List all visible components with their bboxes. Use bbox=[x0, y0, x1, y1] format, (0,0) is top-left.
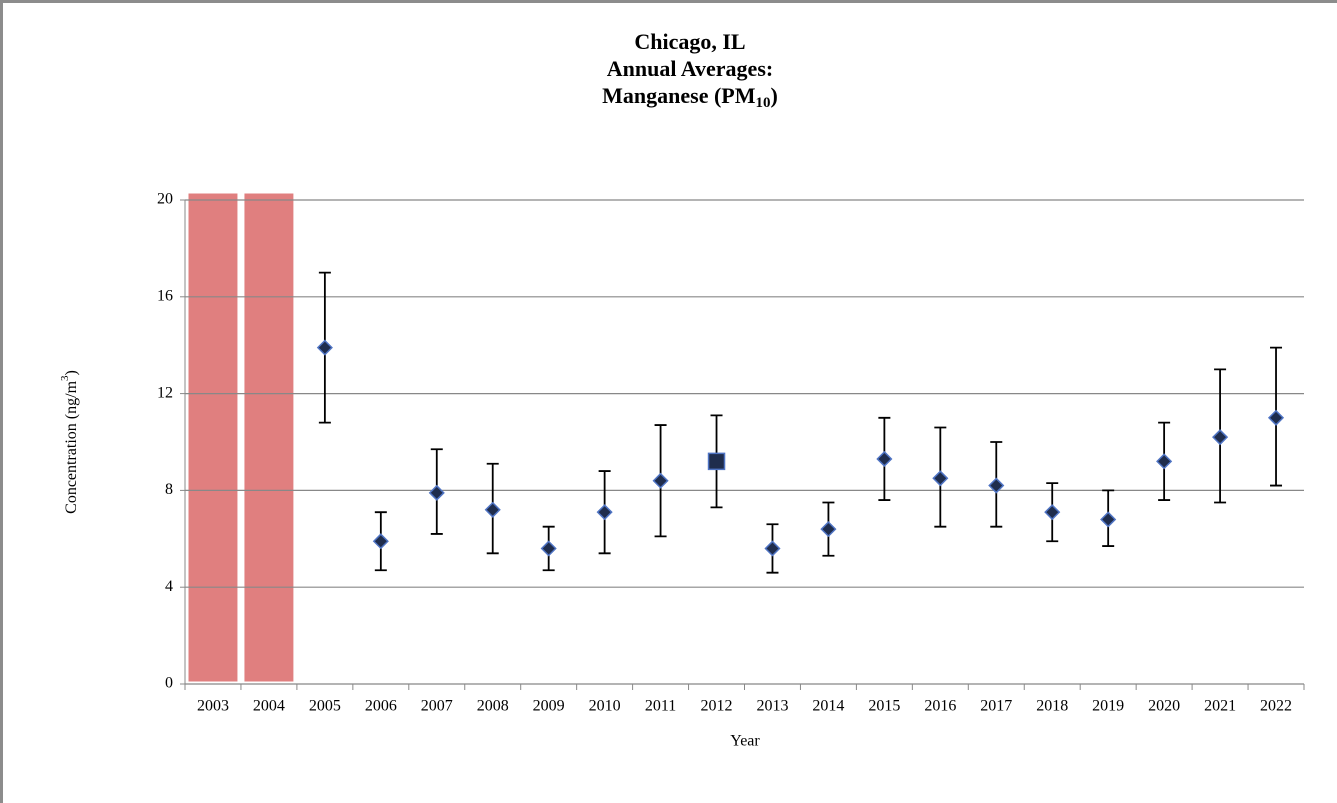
y-tick-label: 16 bbox=[157, 287, 173, 304]
x-tick-label: 2020 bbox=[1148, 698, 1180, 715]
x-axis-label: Year bbox=[730, 733, 760, 750]
y-label-sup: 3 bbox=[59, 375, 71, 381]
y-tick-label: 8 bbox=[165, 481, 173, 498]
marker bbox=[372, 533, 389, 550]
marker bbox=[316, 339, 333, 356]
title-sub: 10 bbox=[756, 95, 771, 111]
title-text: Annual Averages: bbox=[607, 56, 773, 81]
y-label-text: Concentration (ng/m bbox=[63, 380, 80, 513]
x-tick-label: 2014 bbox=[812, 698, 844, 715]
x-tick-label: 2010 bbox=[589, 698, 621, 715]
x-tick-label: 2019 bbox=[1092, 698, 1124, 715]
x-tick-label: 2003 bbox=[197, 698, 229, 715]
x-tick-label: 2017 bbox=[980, 698, 1012, 715]
x-tick-label: 2021 bbox=[1204, 698, 1236, 715]
marker bbox=[1156, 453, 1173, 470]
x-tick-label: 2005 bbox=[309, 698, 341, 715]
y-axis-label: Concentration (ng/m3) bbox=[59, 370, 80, 514]
x-tick-label: 2011 bbox=[645, 698, 676, 715]
marker bbox=[764, 540, 781, 557]
x-tick-label: 2004 bbox=[253, 698, 285, 715]
marker bbox=[596, 504, 613, 521]
marker bbox=[876, 450, 893, 468]
marker bbox=[652, 472, 669, 489]
marker bbox=[1212, 429, 1229, 446]
shaded-band bbox=[243, 192, 295, 683]
x-tick-label: 2008 bbox=[477, 698, 509, 715]
marker bbox=[1100, 511, 1117, 528]
y-tick-label: 4 bbox=[165, 578, 173, 595]
y-tick-label: 12 bbox=[157, 384, 173, 401]
x-tick-label: 2018 bbox=[1036, 698, 1068, 715]
y-tick-label: 0 bbox=[165, 675, 173, 692]
shaded-band bbox=[187, 192, 239, 683]
title-line: Chicago, IL bbox=[634, 29, 745, 54]
y-label-after: ) bbox=[63, 370, 80, 375]
marker bbox=[820, 521, 837, 538]
x-tick-label: 2006 bbox=[365, 698, 397, 715]
x-tick-label: 2016 bbox=[924, 698, 956, 715]
x-tick-label: 2013 bbox=[756, 698, 788, 715]
marker bbox=[1267, 409, 1285, 426]
title-text: Manganese (PM bbox=[602, 83, 756, 108]
marker bbox=[988, 477, 1005, 494]
marker bbox=[428, 484, 445, 501]
x-tick-label: 2022 bbox=[1260, 698, 1292, 715]
marker bbox=[1044, 504, 1061, 521]
title-line: Annual Averages: bbox=[607, 56, 773, 81]
x-tick-label: 2007 bbox=[421, 698, 453, 715]
marker bbox=[540, 540, 557, 557]
x-tick-label: 2009 bbox=[533, 698, 565, 715]
x-tick-label: 2015 bbox=[868, 698, 900, 715]
title-text: Chicago, IL bbox=[634, 29, 745, 54]
marker bbox=[932, 470, 949, 487]
title-line: Manganese (PM10) bbox=[602, 83, 778, 111]
title-after: ) bbox=[771, 83, 778, 108]
marker bbox=[484, 501, 501, 518]
marker bbox=[707, 452, 726, 471]
x-tick-label: 2012 bbox=[701, 698, 733, 715]
y-tick-label: 20 bbox=[157, 191, 173, 208]
